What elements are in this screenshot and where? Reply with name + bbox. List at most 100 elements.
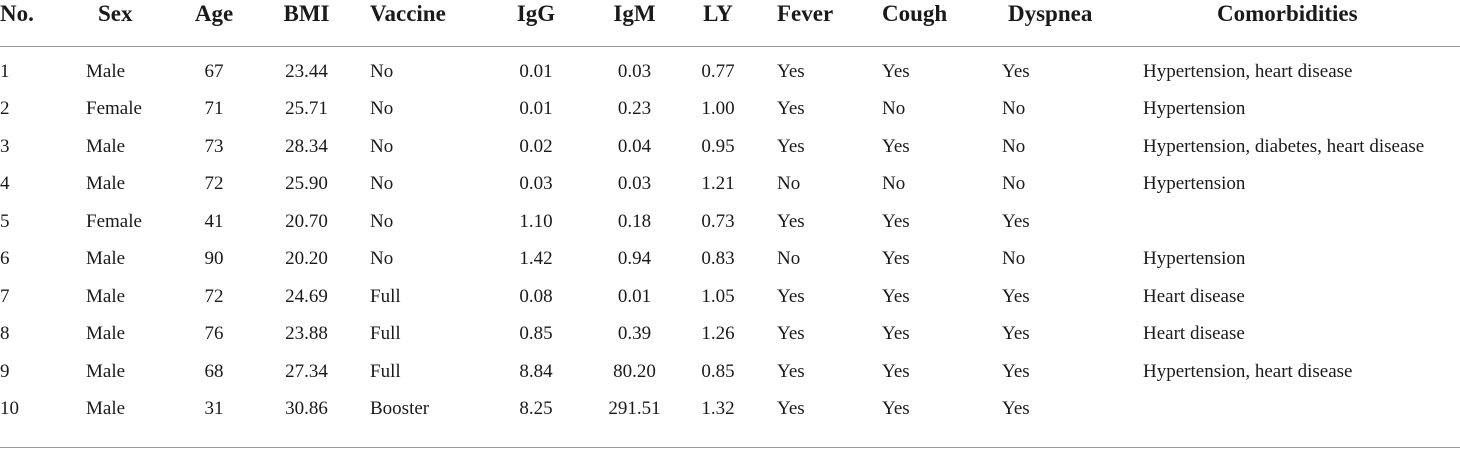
patient-characteristics-table: No. Sex Age BMI Vaccine IgG IgM LY Fever… bbox=[0, 0, 1460, 429]
cell-fever: Yes bbox=[777, 398, 805, 420]
cell-comorbidities: Hypertension, diabetes, heart disease bbox=[1143, 135, 1425, 157]
cell-dyspnea: No bbox=[1002, 173, 1026, 195]
cell-bmi: 23.88 bbox=[285, 323, 328, 345]
cell-igg: 8.84 bbox=[519, 360, 553, 382]
cell-comorbidities: Heart disease bbox=[1143, 285, 1245, 307]
cell-ly: 0.83 bbox=[701, 248, 735, 270]
cell-bmi: 24.69 bbox=[285, 285, 328, 307]
table-row: 9 Male 68 27.34 Full 8.84 80.20 0.85 Yes Yes Yes Hy… bbox=[0, 353, 1460, 391]
header-dyspnea: Dyspnea bbox=[1002, 0, 1143, 47]
cell-comorbidities bbox=[1143, 203, 1460, 241]
cell-age: 71 bbox=[204, 98, 224, 120]
cell-igm: 0.03 bbox=[617, 60, 652, 82]
cell-bmi: 23.44 bbox=[285, 60, 328, 82]
cell-comorbidities: Hypertension, heart disease bbox=[1143, 60, 1353, 82]
cell-cough: Yes bbox=[882, 360, 910, 382]
cell-igg: 0.08 bbox=[519, 285, 553, 307]
cell-bmi: 25.90 bbox=[285, 173, 328, 195]
cell-igm: 0.18 bbox=[617, 210, 652, 232]
cell-vaccine: No bbox=[370, 135, 394, 157]
table-row: 3 Male 73 28.34 No 0.02 0.04 0.95 Yes Yes No Hypert… bbox=[0, 128, 1460, 166]
cell-dyspnea: No bbox=[1002, 135, 1026, 157]
cell-no: 5 bbox=[0, 210, 10, 232]
cell-no: 4 bbox=[0, 173, 10, 195]
cell-comorbidities: Heart disease bbox=[1143, 323, 1245, 345]
cell-fever: Yes bbox=[777, 210, 805, 232]
header-igg: IgG bbox=[500, 0, 594, 47]
table-row: 2 Female 71 25.71 No 0.01 0.23 1.00 Yes No No Hyper… bbox=[0, 91, 1460, 129]
cell-ly: 1.26 bbox=[701, 323, 735, 345]
cell-igm: 80.20 bbox=[613, 360, 656, 382]
cell-sex: Male bbox=[86, 360, 126, 382]
cell-cough: Yes bbox=[882, 398, 910, 420]
header-age: Age bbox=[187, 0, 273, 47]
header-no: No. bbox=[0, 0, 86, 47]
cell-ly: 0.77 bbox=[701, 60, 735, 82]
cell-vaccine: No bbox=[370, 173, 394, 195]
cell-age: 41 bbox=[204, 210, 224, 232]
cell-comorbidities: Hypertension bbox=[1143, 173, 1246, 195]
cell-fever: Yes bbox=[777, 360, 805, 382]
table-row: 5 Female 41 20.70 No 1.10 0.18 0.73 Yes Yes Yes bbox=[0, 203, 1460, 241]
cell-sex: Female bbox=[86, 98, 142, 120]
cell-bmi: 20.20 bbox=[285, 248, 328, 270]
table-row: 6 Male 90 20.20 No 1.42 0.94 0.83 No Yes No Hyperte… bbox=[0, 241, 1460, 279]
cell-igm: 0.01 bbox=[617, 285, 652, 307]
cell-cough: Yes bbox=[882, 60, 910, 82]
cell-cough: Yes bbox=[882, 248, 910, 270]
cell-fever: No bbox=[777, 248, 801, 270]
table-row: 10 Male 31 30.86 Booster 8.25 291.51 1.32 Yes Yes… bbox=[0, 391, 1460, 429]
cell-fever: No bbox=[777, 173, 801, 195]
cell-bmi: 20.70 bbox=[285, 210, 328, 232]
cell-bmi: 25.71 bbox=[285, 98, 328, 120]
cell-dyspnea: No bbox=[1002, 248, 1026, 270]
cell-age: 72 bbox=[204, 173, 224, 195]
cell-no: 1 bbox=[0, 60, 10, 82]
cell-vaccine: No bbox=[370, 60, 394, 82]
cell-igg: 1.42 bbox=[519, 248, 553, 270]
cell-dyspnea: Yes bbox=[1002, 323, 1030, 345]
cell-no: 2 bbox=[0, 98, 10, 120]
cell-sex: Male bbox=[86, 173, 126, 195]
cell-no: 6 bbox=[0, 248, 10, 270]
cell-vaccine: Full bbox=[370, 323, 401, 345]
cell-age: 73 bbox=[204, 135, 224, 157]
cell-cough: No bbox=[882, 173, 906, 195]
table-row: 4 Male 72 25.90 No 0.03 0.03 1.21 No No No Hyperten… bbox=[0, 166, 1460, 204]
cell-igm: 0.23 bbox=[617, 98, 652, 120]
cell-no: 8 bbox=[0, 323, 10, 345]
cell-vaccine: No bbox=[370, 210, 394, 232]
cell-no: 9 bbox=[0, 360, 10, 382]
cell-ly: 1.21 bbox=[701, 173, 735, 195]
cell-vaccine: Booster bbox=[370, 398, 430, 420]
cell-igg: 1.10 bbox=[519, 210, 553, 232]
header-igm: IgM bbox=[594, 0, 689, 47]
cell-sex: Male bbox=[86, 285, 126, 307]
cell-fever: Yes bbox=[777, 135, 805, 157]
header-fever: Fever bbox=[777, 0, 882, 47]
cell-age: 68 bbox=[204, 360, 224, 382]
cell-igm: 0.94 bbox=[617, 248, 652, 270]
cell-dyspnea: Yes bbox=[1002, 60, 1030, 82]
cell-ly: 0.73 bbox=[701, 210, 735, 232]
cell-igg: 0.03 bbox=[519, 173, 553, 195]
cell-dyspnea: Yes bbox=[1002, 360, 1030, 382]
header-sex: Sex bbox=[86, 0, 187, 47]
cell-age: 90 bbox=[204, 248, 224, 270]
cell-bmi: 27.34 bbox=[285, 360, 328, 382]
table-row: 8 Male 76 23.88 Full 0.85 0.39 1.26 Yes Yes Yes Hea… bbox=[0, 316, 1460, 354]
cell-fever: Yes bbox=[777, 323, 805, 345]
cell-igg: 0.85 bbox=[519, 323, 553, 345]
table-body: 1 Male 67 23.44 No 0.01 0.03 0.77 Yes Yes Yes Hyper… bbox=[0, 47, 1460, 429]
cell-igm: 0.03 bbox=[617, 173, 652, 195]
cell-vaccine: No bbox=[370, 248, 394, 270]
cell-age: 72 bbox=[204, 285, 224, 307]
header-vaccine: Vaccine bbox=[370, 0, 500, 47]
cell-igm: 0.04 bbox=[617, 135, 652, 157]
cell-vaccine: No bbox=[370, 98, 394, 120]
cell-fever: Yes bbox=[777, 285, 805, 307]
cell-fever: Yes bbox=[777, 60, 805, 82]
cell-dyspnea: Yes bbox=[1002, 285, 1030, 307]
cell-fever: Yes bbox=[777, 98, 805, 120]
